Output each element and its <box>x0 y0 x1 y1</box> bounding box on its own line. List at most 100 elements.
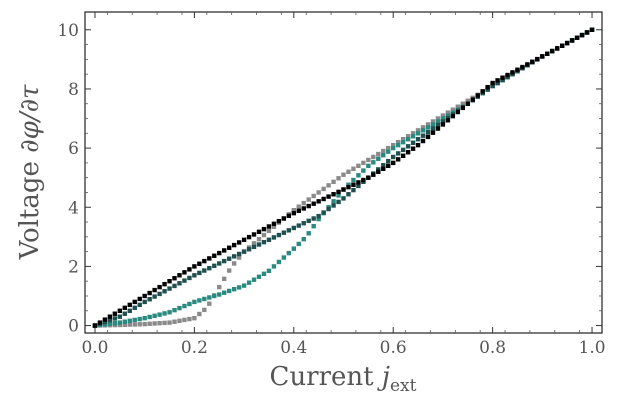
data-point <box>311 201 316 206</box>
data-point <box>574 35 580 40</box>
data-point <box>336 189 341 195</box>
data-point <box>107 318 113 323</box>
data-point <box>222 290 227 295</box>
data-point <box>217 284 222 290</box>
data-point <box>127 302 132 308</box>
data-point <box>231 254 237 259</box>
data-point <box>261 232 267 238</box>
y-tick-label: 8 <box>68 80 79 100</box>
data-point <box>490 83 495 89</box>
data-point <box>226 288 232 294</box>
data-point <box>386 145 391 151</box>
data-point <box>217 261 222 266</box>
data-point <box>212 253 217 258</box>
x-axis-label-sub: ext <box>390 376 417 396</box>
data-point <box>167 320 172 325</box>
data-point <box>425 125 431 130</box>
data-point <box>410 131 416 136</box>
data-point <box>167 286 172 291</box>
data-point <box>316 216 321 222</box>
data-point <box>460 101 465 106</box>
data-point <box>525 62 530 67</box>
data-point <box>425 122 431 127</box>
data-point <box>251 241 257 246</box>
data-point <box>296 223 301 228</box>
data-point <box>405 137 411 142</box>
data-point <box>236 240 242 245</box>
data-point <box>490 80 495 86</box>
data-point <box>331 192 336 197</box>
data-point <box>361 177 366 183</box>
data-point <box>266 268 272 274</box>
data-point <box>241 249 247 254</box>
data-point <box>256 229 262 235</box>
data-point <box>102 319 108 325</box>
data-point <box>256 236 262 242</box>
data-point <box>261 226 267 232</box>
data-point <box>127 322 132 327</box>
data-point <box>197 270 202 276</box>
y-axis-label-expr: ∂φ/∂τ <box>15 84 45 153</box>
data-point <box>351 166 356 172</box>
data-point <box>177 305 182 311</box>
data-point <box>152 287 157 293</box>
data-point <box>306 231 311 236</box>
data-point <box>137 316 142 322</box>
data-point <box>386 163 391 169</box>
data-point <box>420 128 426 133</box>
data-point <box>386 158 391 164</box>
data-point <box>336 199 341 205</box>
data-point <box>162 320 167 326</box>
data-point <box>187 267 192 272</box>
data-point <box>306 218 311 224</box>
data-point <box>400 139 406 145</box>
x-tick-label: 0.2 <box>181 338 208 358</box>
data-point <box>157 312 162 317</box>
data-point <box>579 32 585 38</box>
data-point <box>415 128 421 133</box>
data-point <box>405 144 411 149</box>
data-point <box>296 241 301 247</box>
x-axis-label: Current jext <box>270 362 417 396</box>
data-point <box>251 244 257 250</box>
data-point <box>177 318 182 324</box>
data-point <box>142 315 147 321</box>
data-point <box>152 313 157 319</box>
data-point <box>182 317 187 323</box>
data-point <box>366 175 371 180</box>
data-point <box>415 137 421 142</box>
data-point <box>266 228 272 234</box>
data-point <box>276 259 282 265</box>
data-point <box>545 51 550 56</box>
data-point <box>435 126 441 131</box>
data-point <box>172 307 177 313</box>
data-point <box>341 187 346 192</box>
data-point <box>197 298 202 303</box>
data-point <box>217 250 222 256</box>
data-point <box>122 322 127 327</box>
data-point <box>376 169 381 174</box>
data-point <box>291 225 296 231</box>
data-point <box>445 110 451 115</box>
data-point <box>112 316 118 321</box>
data-point <box>281 255 287 260</box>
data-point <box>346 182 351 187</box>
data-point <box>400 137 406 142</box>
data-point <box>455 109 461 115</box>
data-point <box>177 273 182 278</box>
data-point <box>112 320 118 326</box>
data-point <box>460 105 465 111</box>
data-point <box>301 236 306 242</box>
data-point <box>107 314 113 319</box>
data-point <box>316 190 321 195</box>
data-point <box>405 134 411 139</box>
data-point <box>515 67 520 72</box>
data-point <box>266 224 272 229</box>
data-point <box>405 150 411 155</box>
data-point <box>415 142 421 148</box>
data-point <box>391 142 396 148</box>
data-point <box>167 278 172 284</box>
data-point <box>236 255 242 260</box>
data-point <box>147 314 152 320</box>
data-point <box>361 160 366 166</box>
